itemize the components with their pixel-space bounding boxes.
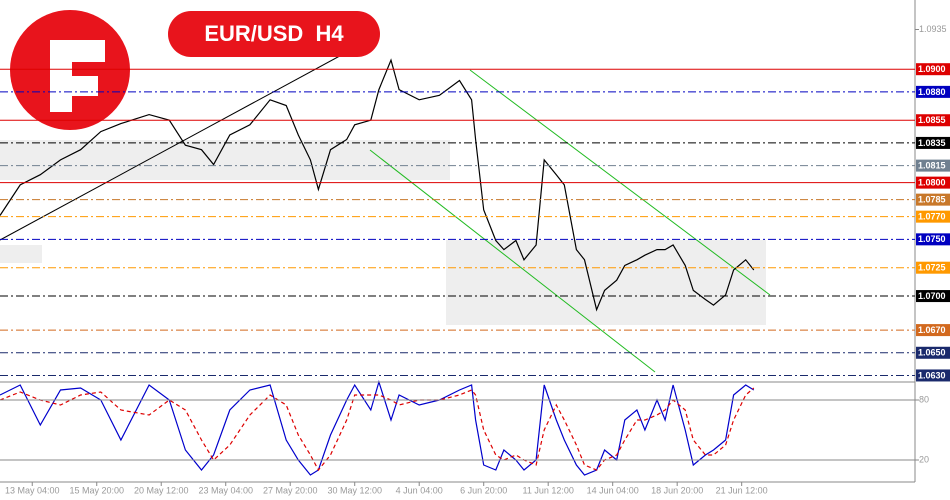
level-label: 1.0770 bbox=[918, 212, 946, 222]
x-tick-label: 11 Jun 12:00 bbox=[522, 485, 573, 495]
level-label: 1.0800 bbox=[918, 178, 946, 188]
level-label-box bbox=[916, 346, 950, 359]
level-label: 1.0900 bbox=[918, 64, 946, 74]
level-label-box bbox=[916, 261, 950, 274]
zone bbox=[0, 140, 450, 180]
level-label: 1.0670 bbox=[918, 325, 946, 335]
level-label-box bbox=[916, 114, 950, 127]
level-label-box bbox=[916, 176, 950, 189]
x-tick-label: 20 May 12:00 bbox=[134, 485, 189, 495]
logo-mark bbox=[50, 40, 105, 112]
x-tick-label: 18 Jun 20:00 bbox=[651, 485, 703, 495]
level-label: 1.0750 bbox=[918, 234, 946, 244]
level-label-box bbox=[916, 193, 950, 206]
y-tick-label: 1.0935 bbox=[919, 24, 947, 34]
level-label-box bbox=[916, 136, 950, 149]
plot bbox=[0, 58, 755, 476]
title-pill bbox=[168, 11, 380, 57]
x-tick-label: 13 May 04:00 bbox=[5, 485, 60, 495]
zone bbox=[446, 240, 766, 325]
y-tick-label: 80 bbox=[919, 394, 929, 404]
price-line bbox=[0, 387, 755, 472]
level-label: 1.0700 bbox=[918, 291, 946, 301]
price-line bbox=[0, 58, 755, 312]
x-tick-label: 4 Jun 04:00 bbox=[396, 485, 443, 495]
level-label: 1.0835 bbox=[918, 138, 946, 148]
level-label: 1.0815 bbox=[918, 160, 946, 170]
y-tick-label: 20 bbox=[919, 454, 929, 464]
level-label-box bbox=[916, 233, 950, 246]
level-label-box bbox=[916, 159, 950, 172]
x-tick-label: 21 Jun 12:00 bbox=[716, 485, 768, 495]
level-label-box bbox=[916, 324, 950, 337]
level-label: 1.0880 bbox=[918, 87, 946, 97]
level-label-box bbox=[916, 63, 950, 76]
level-label-box bbox=[916, 210, 950, 223]
x-tick-label: 14 Jun 04:00 bbox=[587, 485, 639, 495]
level-label: 1.0630 bbox=[918, 370, 946, 380]
level-label-box bbox=[916, 290, 950, 303]
x-tick-label: 27 May 20:00 bbox=[263, 485, 318, 495]
x-tick-label: 15 May 20:00 bbox=[69, 485, 124, 495]
level-label: 1.0725 bbox=[918, 263, 946, 273]
price-line bbox=[0, 379, 755, 476]
channel-line bbox=[369, 149, 656, 373]
level-label: 1.0855 bbox=[918, 115, 946, 125]
chart-title: EUR/USD H4 bbox=[204, 21, 344, 46]
level-label: 1.0650 bbox=[918, 348, 946, 358]
x-tick-label: 23 May 04:00 bbox=[198, 485, 253, 495]
x-tick-label: 6 Jun 20:00 bbox=[460, 485, 507, 495]
x-tick-label: 30 May 12:00 bbox=[327, 485, 382, 495]
level-label-box bbox=[916, 369, 950, 382]
level-label-box bbox=[916, 85, 950, 98]
level-label: 1.0785 bbox=[918, 195, 946, 205]
zone bbox=[0, 245, 42, 263]
